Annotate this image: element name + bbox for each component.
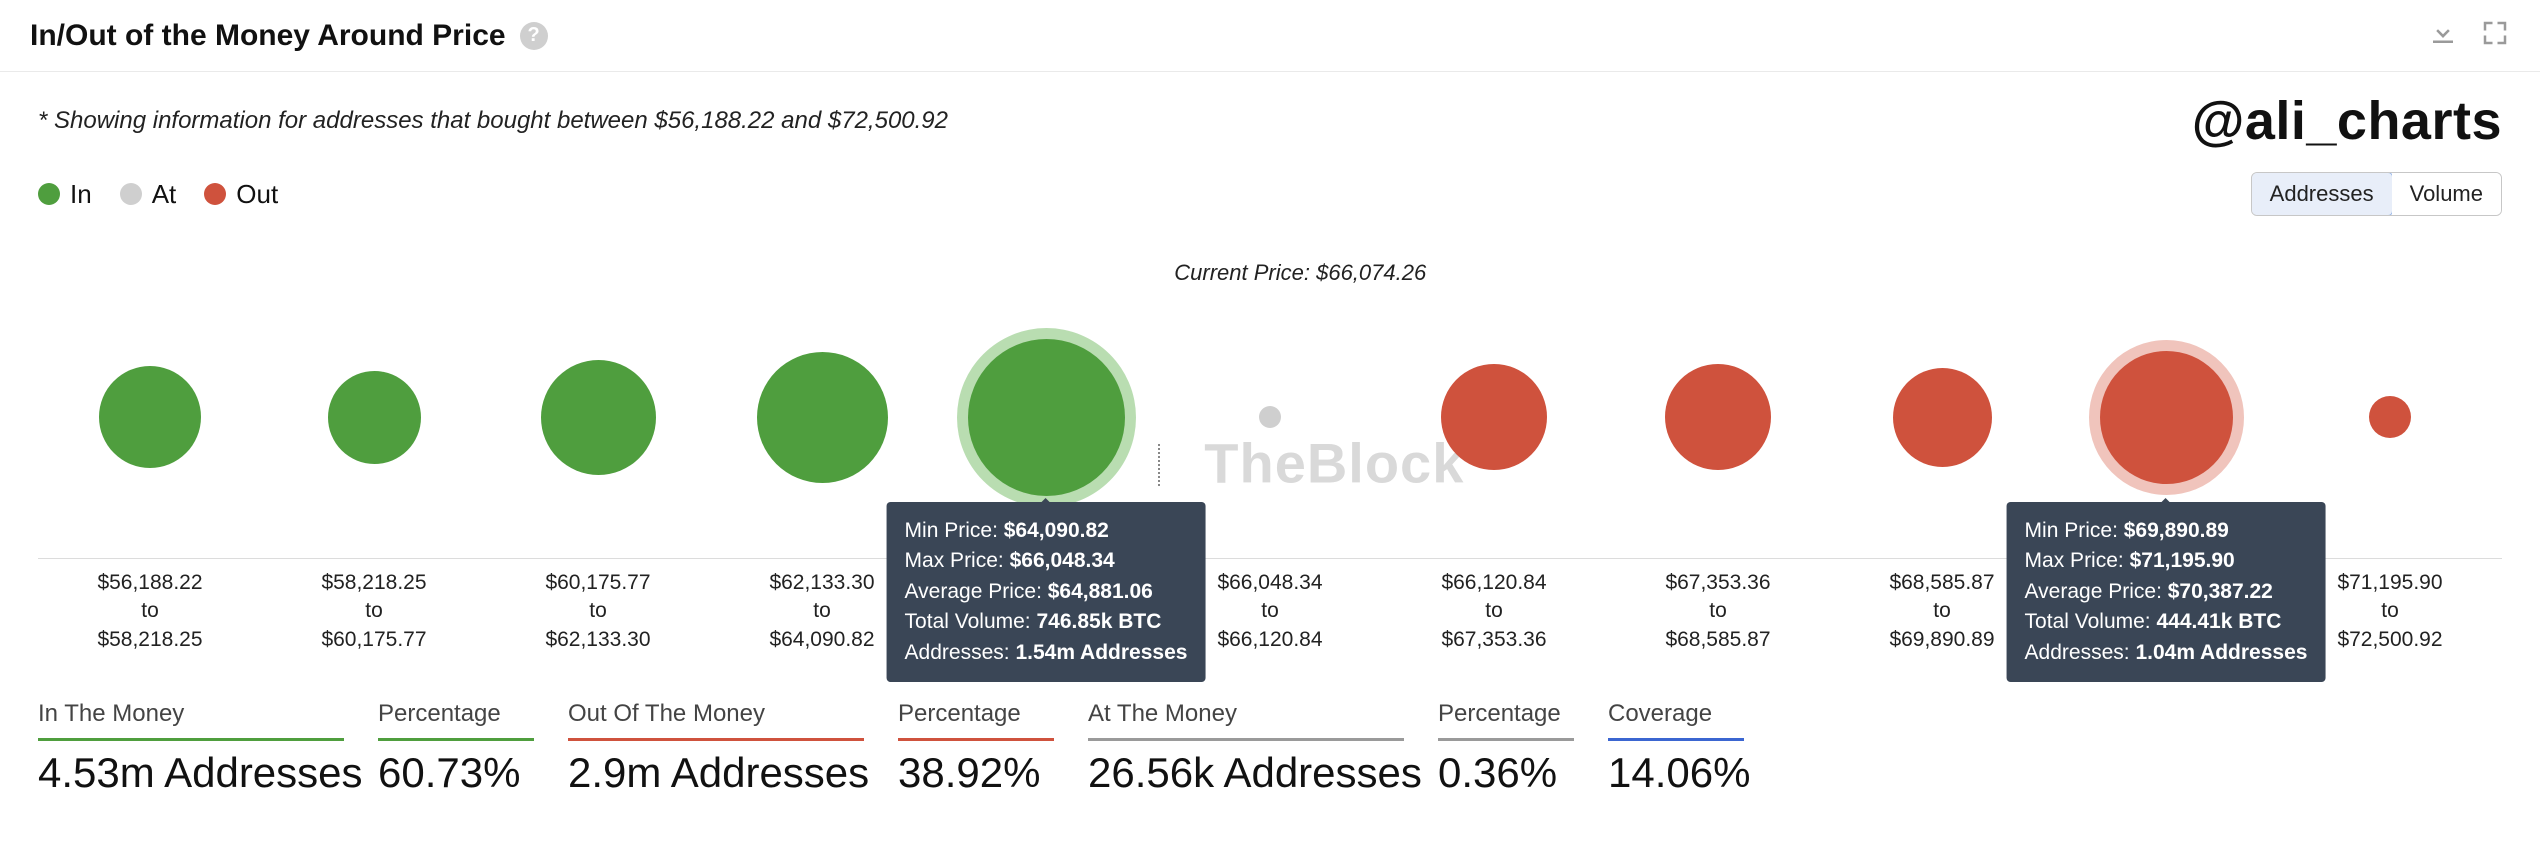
summary-block-5: Percentage0.36% [1438,700,1608,797]
help-icon[interactable]: ? [520,22,548,50]
bubble-cell-6[interactable] [1382,364,1606,470]
summary-label-3: Percentage [898,700,1054,741]
bubbles-row: Min Price: $64,090.82Max Price: $66,048.… [38,302,2502,532]
legend-in-label: In [70,179,92,210]
summary-label-5: Percentage [1438,700,1574,741]
legend-row: In At Out AddressesVolume [0,162,2540,220]
legend-in-dot [38,183,60,205]
expand-icon[interactable] [2480,18,2510,53]
range-note: * Showing information for addresses that… [38,107,948,135]
bubble-cell-4[interactable]: Min Price: $64,090.82Max Price: $66,048.… [934,328,1158,507]
title-wrap: In/Out of the Money Around Price ? [30,19,548,53]
bubble-cell-2[interactable] [486,360,710,475]
legend-out-label: Out [236,179,278,210]
summary-label-2: Out Of The Money [568,700,864,741]
legend-out-dot [204,183,226,205]
current-price-value: $66,074.26 [1316,260,1426,285]
toggle-addresses[interactable]: Addresses [2251,172,2393,216]
summary-value-1: 60.73% [378,741,534,797]
summary-value-0: 4.53m Addresses [38,741,344,797]
summary-label-1: Percentage [378,700,534,741]
bubble-cell-5[interactable] [1158,406,1382,428]
bubble-cell-3[interactable] [710,352,934,483]
bubble-10[interactable] [2369,396,2411,438]
chart: Current Price: $66,074.26 IntoTheBlock M… [0,220,2540,654]
bubble-cell-8[interactable] [1830,368,2054,467]
summary-value-5: 0.36% [1438,741,1574,797]
legend-at-dot [120,183,142,205]
sub-row: * Showing information for addresses that… [0,72,2540,162]
current-price-key: Current Price: [1174,260,1310,285]
panel: In/Out of the Money Around Price ? * Sho… [0,0,2540,844]
bubble-9[interactable] [2089,340,2244,495]
current-price-label: Current Price: $66,074.26 [1174,260,1426,286]
panel-title: In/Out of the Money Around Price [30,19,506,53]
toggle-volume[interactable]: Volume [2392,173,2501,215]
range-label-6: $66,120.84to$67,353.36 [1382,558,1606,654]
range-label-7: $67,353.36to$68,585.87 [1606,558,1830,654]
bubble-6[interactable] [1441,364,1547,470]
legend: In At Out [38,179,278,210]
bubble-8[interactable] [1893,368,1992,467]
bubble-cell-0[interactable] [38,366,262,468]
legend-in[interactable]: In [38,179,92,210]
bubble-7[interactable] [1665,364,1771,470]
range-label-0: $56,188.22to$58,218.25 [38,558,262,654]
bubble-4[interactable] [957,328,1136,507]
bubble-cell-9[interactable]: Min Price: $69,890.89Max Price: $71,195.… [2054,340,2278,495]
range-label-2: $60,175.77to$62,133.30 [486,558,710,654]
current-price-divider [1158,444,1160,486]
summary-block-1: Percentage60.73% [378,700,568,797]
download-icon[interactable] [2428,18,2458,53]
bubble-cell-1[interactable] [262,371,486,464]
bubble-cell-7[interactable] [1606,364,1830,470]
bubble-0[interactable] [99,366,201,468]
summary-value-2: 2.9m Addresses [568,741,864,797]
metric-toggle: AddressesVolume [2251,172,2502,216]
summary-block-6: Coverage14.06% [1608,700,1778,797]
legend-at[interactable]: At [120,179,177,210]
summary-label-0: In The Money [38,700,344,741]
bubble-cell-10[interactable] [2278,396,2502,438]
summary-label-4: At The Money [1088,700,1404,741]
summary-block-4: At The Money26.56k Addresses [1088,700,1438,797]
summary-block-3: Percentage38.92% [898,700,1088,797]
tooltip-4: Min Price: $64,090.82Max Price: $66,048.… [887,502,1206,682]
legend-at-label: At [152,179,177,210]
tooltip-9: Min Price: $69,890.89Max Price: $71,195.… [2007,502,2326,682]
bubble-5[interactable] [1259,406,1281,428]
summary-label-6: Coverage [1608,700,1744,741]
summary-value-6: 14.06% [1608,741,1744,797]
range-label-1: $58,218.25to$60,175.77 [262,558,486,654]
legend-out[interactable]: Out [204,179,278,210]
bubble-1[interactable] [328,371,421,464]
header-actions [2428,18,2510,53]
header-bar: In/Out of the Money Around Price ? [0,0,2540,72]
attribution: @ali_charts [2192,90,2502,152]
bubble-2[interactable] [541,360,656,475]
summary-value-4: 26.56k Addresses [1088,741,1404,797]
summary-value-3: 38.92% [898,741,1054,797]
bubble-3[interactable] [757,352,888,483]
summary-block-0: In The Money4.53m Addresses [38,700,378,797]
summary-block-2: Out Of The Money2.9m Addresses [568,700,898,797]
